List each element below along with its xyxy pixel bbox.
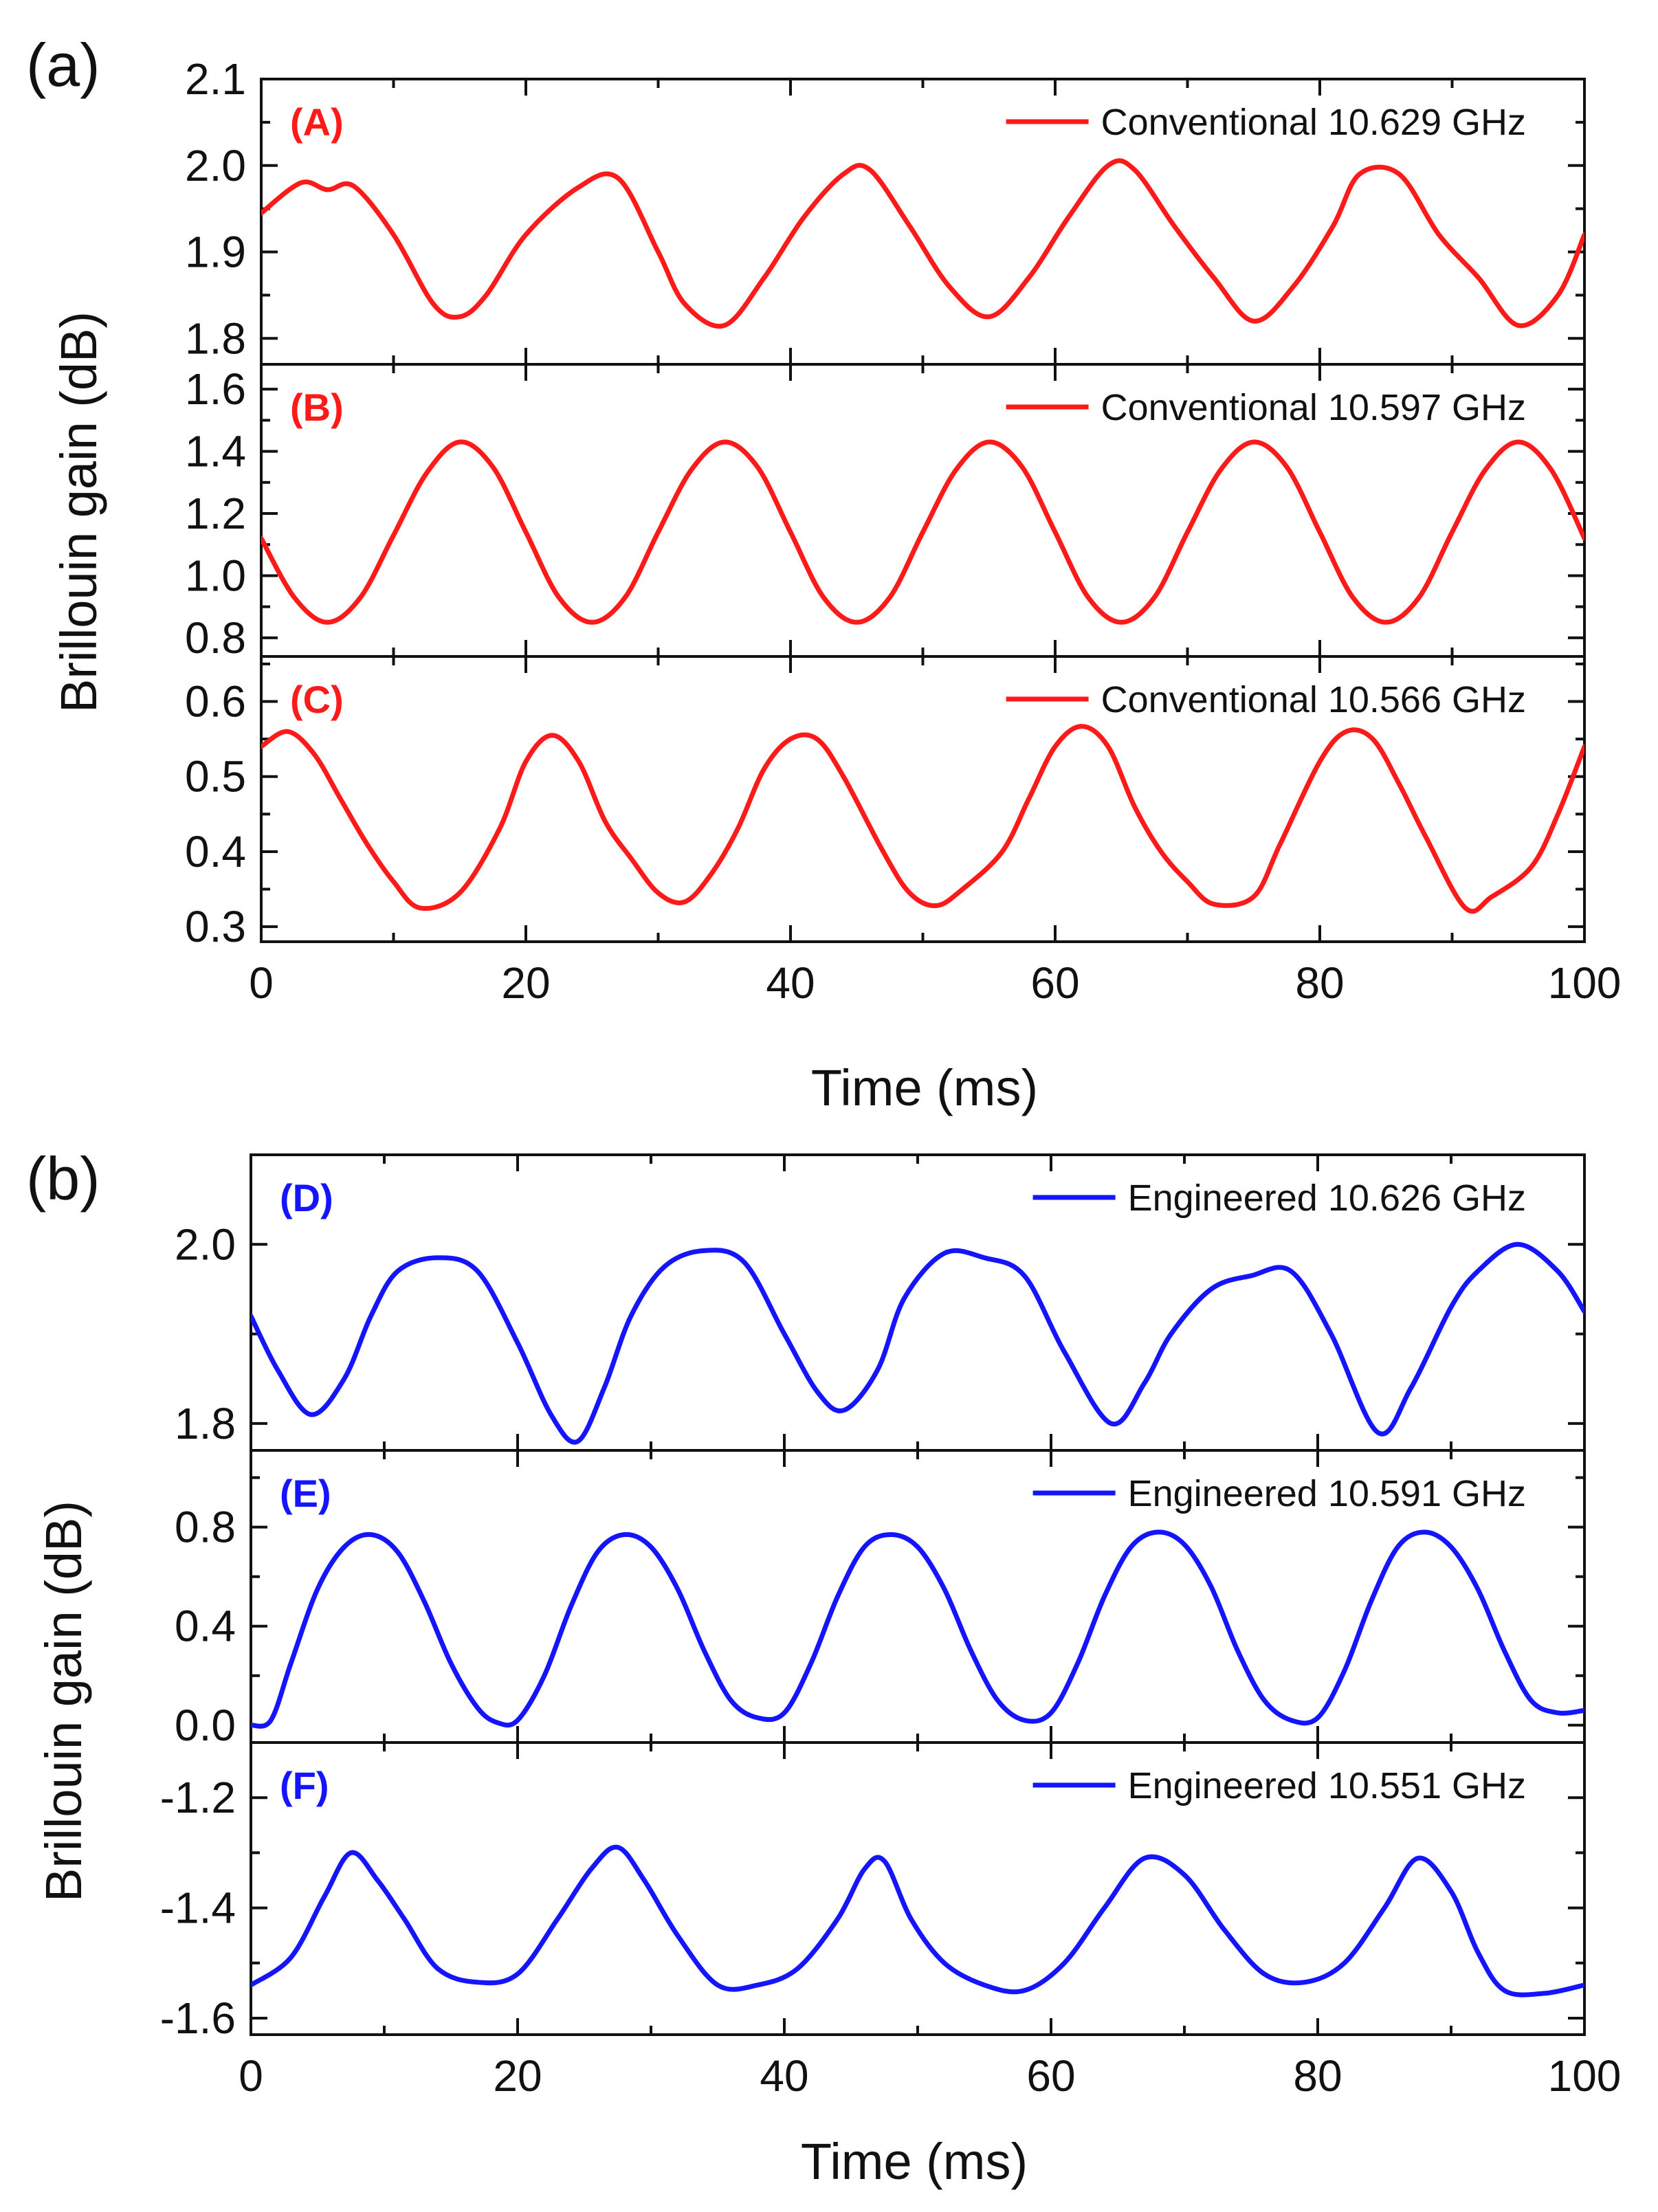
panel-f-y-tick-label: -1.6 — [160, 1993, 236, 2043]
panel-b-legend-label: Conventional 10.597 GHz — [1101, 387, 1526, 428]
panel-f-series-line — [251, 1844, 1584, 1998]
x-axis-title-b: Time (ms) — [801, 2133, 1028, 2190]
panel-b-y-tick-label: 1.0 — [185, 551, 246, 600]
panel-a: 1.8 1.9 2.0 2.1 Conventional 10.629 GHz (A) — [185, 54, 1586, 366]
x-axis-title-a: Time (ms) — [811, 1059, 1038, 1116]
panel-f-tag: (F) — [280, 1764, 329, 1807]
panel-c-x-tick-label: 100 — [1548, 958, 1622, 1008]
panel-b-series-line — [261, 439, 1584, 625]
panel-c: 0.3 0.4 0.5 0.6 0 20 40 60 80 100 Conventional 10.… — [185, 655, 1622, 1008]
panel-a-y-tick-label: 1.9 — [185, 228, 246, 277]
panel-b-tag: (B) — [290, 386, 344, 429]
panel-e-y-tick-label: 0.4 — [175, 1602, 236, 1651]
panel-c-y-tick-label: 0.6 — [185, 677, 246, 727]
panel-c-x-tick-label: 80 — [1295, 958, 1344, 1008]
panel-c-y-tick-label: 0.3 — [185, 902, 246, 951]
panel-b: 0.8 1.0 1.2 1.4 1.6 Conventional 10.597 GHz (B… — [185, 363, 1586, 663]
panel-c-y-tick-label: 0.4 — [185, 827, 246, 876]
group-a-label: (a) — [26, 31, 100, 99]
panel-f-x-tick-label: 60 — [1026, 2051, 1075, 2101]
panel-c-legend-label: Conventional 10.566 GHz — [1101, 679, 1526, 720]
panel-f-x-tick-label: 0 — [239, 2051, 263, 2101]
panel-f-y-tick-label: -1.4 — [160, 1883, 236, 1933]
panel-c-series-line — [261, 724, 1584, 914]
panel-a-y-tick-label: 2.0 — [185, 141, 246, 190]
y-axis-title-a: Brillouin gain (dB) — [50, 311, 107, 713]
panel-a-legend-label: Conventional 10.629 GHz — [1101, 102, 1526, 143]
panel-f: -1.6 -1.4 -1.2 0 20 40 60 80 100 Engineered 10.55… — [160, 1741, 1622, 2101]
panel-d-legend-label: Engineered 10.626 GHz — [1128, 1177, 1526, 1219]
panel-d-y-tick-label: 1.8 — [175, 1399, 236, 1448]
panel-f-x-tick-label: 80 — [1293, 2051, 1342, 2101]
panel-d: 1.8 2.0 Engineered 10.626 GHz (D) — [175, 1153, 1586, 1452]
group-b-label: (b) — [26, 1144, 100, 1213]
panel-c-x-tick-label: 0 — [249, 958, 274, 1008]
panel-d-tag: (D) — [280, 1176, 333, 1219]
panel-f-x-tick-label: 20 — [493, 2051, 542, 2101]
panel-f-legend-label: Engineered 10.551 GHz — [1128, 1765, 1526, 1806]
panel-c-x-tick-label: 60 — [1030, 958, 1079, 1008]
panel-c-tag: (C) — [290, 678, 344, 721]
panel-e-tag: (E) — [280, 1472, 331, 1515]
panel-a-y-tick-label: 2.1 — [185, 54, 246, 104]
panel-d-y-tick-label: 2.0 — [175, 1219, 236, 1269]
panel-c-x-tick-label: 40 — [766, 958, 815, 1008]
panel-b-y-tick-label: 1.4 — [185, 427, 246, 476]
panel-b-y-tick-label: 1.2 — [185, 489, 246, 538]
panel-e-series-line — [251, 1529, 1584, 1729]
plot-layer: 1.8 1.9 2.0 2.1 Conventional 10.629 GHz (A) 0.… — [160, 54, 1622, 2101]
panel-f-x-tick-label: 100 — [1548, 2051, 1622, 2101]
panel-f-y-tick-label: -1.2 — [160, 1773, 236, 1822]
panel-e-y-tick-label: 0.0 — [175, 1701, 236, 1750]
panel-d-series-line — [251, 1241, 1584, 1445]
y-axis-title-b: Brillouin gain (dB) — [35, 1501, 92, 1902]
panel-a-tag: (A) — [290, 100, 344, 144]
panel-e-legend-label: Engineered 10.591 GHz — [1128, 1473, 1526, 1514]
panel-e-y-tick-label: 0.8 — [175, 1503, 236, 1552]
panel-a-y-tick-label: 1.8 — [185, 313, 246, 363]
panel-c-x-tick-label: 20 — [501, 958, 550, 1008]
panel-f-x-tick-label: 40 — [760, 2051, 808, 2101]
panel-b-y-tick-label: 0.8 — [185, 613, 246, 663]
panel-c-y-tick-label: 0.5 — [185, 752, 246, 801]
panel-e: 0.0 0.4 0.8 Engineered 10.591 GHz (E) — [175, 1449, 1586, 1750]
panel-b-y-tick-label: 1.6 — [185, 364, 246, 414]
panel-a-series-line — [261, 158, 1584, 329]
